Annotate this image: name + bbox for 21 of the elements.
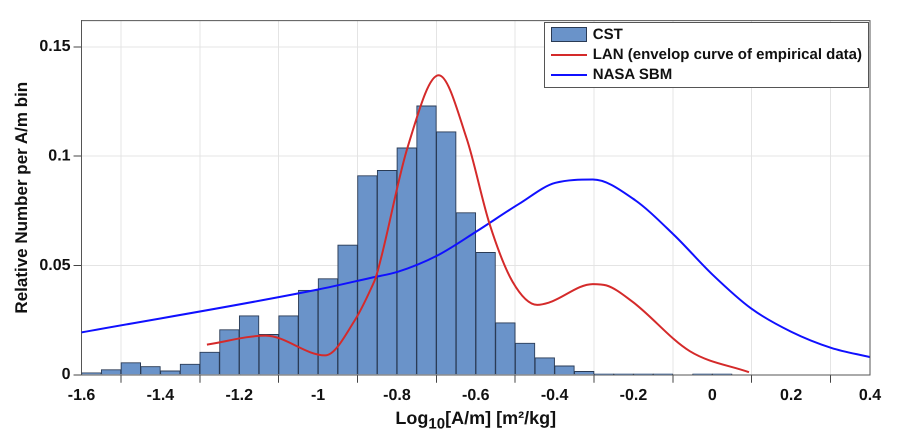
line-series [82,178,870,358]
x-tick-label: -1.2 [225,386,254,404]
legend-label: CST [592,24,623,45]
x-tick-label: 0.2 [780,386,802,404]
y-tick-label: 0.05 [39,256,71,274]
x-tick-label: -1.6 [68,386,96,404]
y-axis-title: Relative Number per A/m bin [12,82,31,314]
y-tick-label: 0.1 [48,148,71,165]
x-tick-label: 0.4 [858,386,882,404]
legend-label: NASA SBM [592,64,672,85]
x-tick-label: -1.4 [146,386,174,404]
x-tick-label: -1 [310,386,326,404]
x-tick-label: -0.4 [540,386,568,404]
y-tick-label: 0 [62,366,71,384]
legend-label: LAN (envelop curve of empirical data) [592,44,862,65]
x-axis-title: Log$_{10}$[A/m] [m²/kg] [394,408,558,433]
x-tick-label: 0 [708,386,717,404]
x-tick-label: -0.6 [462,386,490,404]
x-tick-label: -0.8 [383,386,411,404]
x-tick-label: -0.2 [620,386,648,404]
y-tick-label: 0.15 [39,38,71,56]
